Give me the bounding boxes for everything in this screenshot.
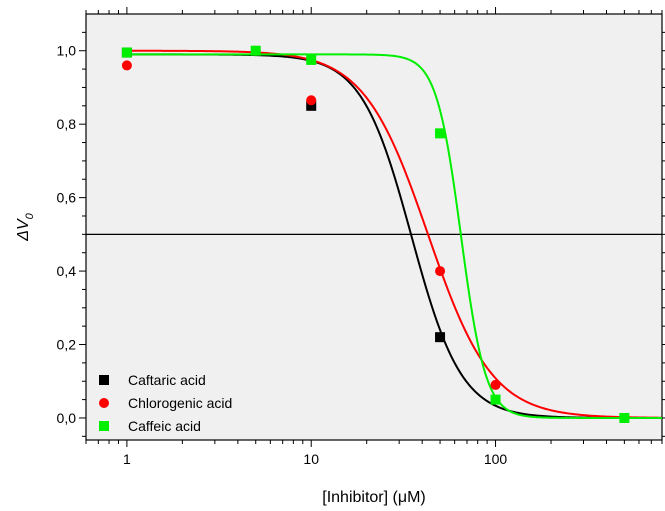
- y-axis-title: ΔV0: [15, 212, 36, 241]
- data-point: [435, 332, 446, 343]
- fit-curve: [126, 53, 662, 419]
- fit-curve: [126, 49, 663, 419]
- legend-marker: [99, 375, 109, 385]
- legend-label: Caffeic acid: [128, 418, 201, 434]
- data-point: [619, 412, 630, 423]
- plot-area: [85, 13, 663, 441]
- data-point: [306, 95, 317, 106]
- legend-marker: [99, 398, 109, 408]
- x-axis-title: [Inhibitor] (μM): [322, 489, 425, 506]
- axes: 1 10 100 0,0 0,2 0,4 0,6 0,8 1,0: [57, 7, 665, 467]
- y-tick-label: 0,8: [57, 116, 77, 132]
- chart-marks: [86, 45, 663, 423]
- data-point: [435, 128, 446, 139]
- data-point: [435, 266, 446, 277]
- x-tick-label: 100: [484, 451, 508, 467]
- data-point: [121, 60, 132, 71]
- y-tick-label: 0,0: [57, 410, 77, 426]
- y-tick-label: 0,2: [57, 337, 77, 353]
- y-tick-label: 1,0: [57, 43, 77, 59]
- data-point: [121, 47, 132, 58]
- y-tick-label: 0,4: [57, 263, 77, 279]
- y-axis-title-sub: 0: [24, 212, 36, 219]
- x-tick-label: 1: [123, 451, 131, 467]
- x-tick-label: 10: [303, 451, 319, 467]
- data-point: [250, 45, 261, 56]
- data-point: [306, 100, 317, 111]
- y-axis-title-main: ΔV: [15, 218, 32, 242]
- legend-label: Chlorogenic acid: [128, 395, 232, 411]
- legend-marker: [99, 421, 109, 431]
- legend-label: Caftaric acid: [128, 372, 206, 388]
- y-tick-label: 0,6: [57, 190, 77, 206]
- legend: Caftaric acid Chlorogenic acid Caffeic aci…: [99, 372, 232, 434]
- data-point: [490, 379, 501, 390]
- data-point: [490, 394, 501, 405]
- data-point: [306, 54, 317, 65]
